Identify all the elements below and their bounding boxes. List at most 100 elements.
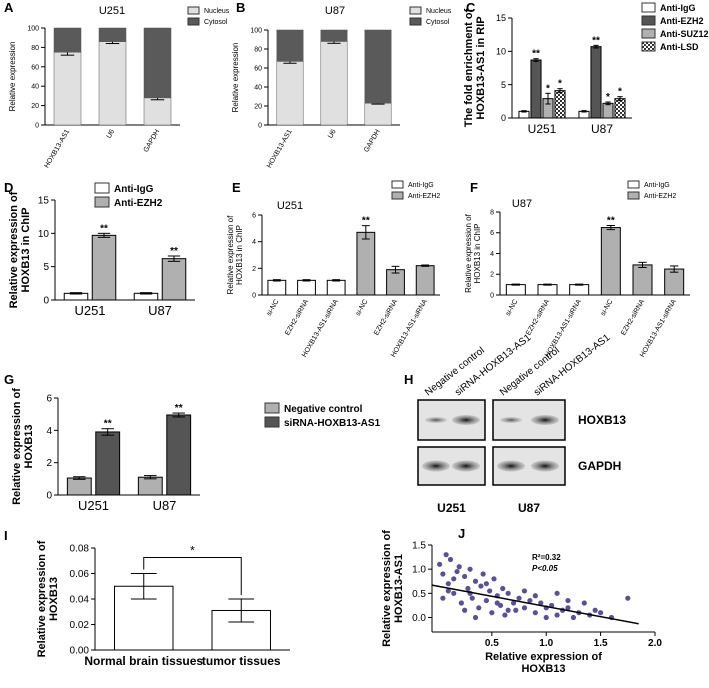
scatter-point [625, 595, 631, 601]
y-tick-label: 5 [501, 80, 506, 90]
x-tick-label: Normal brain tissues [84, 654, 203, 668]
significance-label: * [558, 79, 562, 90]
error-bar [101, 428, 114, 436]
x-tick-label: U6 [327, 128, 338, 139]
y-axis-label: The fold enrichment of [463, 8, 475, 127]
x-tick-label: HOXB13-AS1-siRNA [639, 298, 678, 358]
annotation: P<0.05 [532, 564, 558, 573]
error-bar [139, 292, 153, 295]
panel-letter: A [4, 0, 14, 15]
scatter-point [451, 576, 457, 582]
y-tick-label: 80 [254, 46, 262, 53]
scatter-point [483, 581, 489, 587]
y-axis-label: HOXB13 in ChIP [235, 225, 244, 285]
legend-swatch [94, 196, 110, 208]
x-tick-label: si-NC [505, 299, 520, 318]
y-axis-label: Relative expression of [36, 540, 48, 657]
y-axis-label: Relative expression of [11, 388, 23, 505]
bar [664, 268, 685, 296]
legend-label: siRNA-HOXB13-AS1 [284, 418, 381, 429]
legend-label: Anti-IgG [114, 184, 154, 195]
y-tick-label: 6 [46, 394, 52, 405]
scatter-point [521, 605, 528, 611]
x-tick-label: si-NC [600, 299, 615, 318]
blot-band [531, 460, 559, 472]
significance-label: * [546, 83, 550, 94]
significance-label: ** [100, 223, 108, 234]
scatter-point [487, 588, 493, 594]
bar-segment [364, 102, 392, 126]
error-bar [167, 255, 181, 262]
x-tick-label: EZH2-siRNA [284, 298, 310, 336]
scatter-point [443, 552, 449, 558]
y-tick-label: 10 [38, 229, 50, 240]
y-tick-label: 40 [31, 84, 39, 91]
x-tick-label: EZH2-siRNA [525, 298, 551, 336]
bar [614, 98, 626, 119]
scatter-point [505, 607, 511, 613]
legend-swatch [264, 402, 280, 414]
y-tick-label: 8 [490, 209, 494, 216]
scatter-point [476, 605, 482, 611]
scatter-point [462, 607, 468, 613]
bar-segment [276, 61, 304, 126]
y-tick-label: 6 [252, 212, 256, 219]
scatter-point [516, 595, 522, 601]
legend-label: Anti-IgG [660, 3, 696, 13]
panel-letter: B [236, 0, 245, 15]
chart-title: U87 [325, 5, 345, 17]
panel-letter: G [4, 372, 14, 387]
bar [590, 46, 602, 119]
x-tick-label: U87 [148, 303, 172, 318]
bar [415, 265, 435, 296]
legend-swatch [641, 28, 656, 39]
error-bar [421, 264, 430, 267]
legend-label: Nucleus [204, 8, 230, 15]
scatter-point [472, 578, 479, 584]
scatter-point [592, 607, 598, 613]
error-bar [391, 265, 400, 274]
y-tick-label: 2 [252, 266, 256, 273]
legend-label: Anti-EZH2 [660, 16, 704, 26]
y-axis-label: Relative expression of [8, 191, 20, 308]
blot-band [452, 460, 480, 472]
scatter-point [521, 588, 528, 594]
y-axis-label: Relative expression [8, 42, 17, 112]
y-tick-label: 0 [258, 122, 262, 129]
legend-label: Cytosol [204, 19, 228, 26]
x-tick-label: si-NC [355, 299, 370, 318]
chart-title: U87 [512, 198, 532, 210]
bar [554, 90, 566, 119]
y-tick-label: 0.00 [70, 646, 90, 657]
legend-swatch [391, 191, 404, 200]
scatter-point [456, 564, 462, 570]
error-bar [638, 261, 647, 269]
y-axis-label: HOXB13 in ChIP [20, 208, 32, 293]
y-tick-label: 15 [496, 13, 506, 23]
scatter-point [458, 600, 464, 606]
scatter-point [451, 590, 457, 596]
error-bar [172, 412, 185, 418]
scatter-point [465, 585, 471, 592]
significance-label: ** [592, 35, 600, 46]
scatter-point [532, 593, 538, 599]
legend-swatch [187, 6, 200, 15]
y-tick-label: 2 [46, 458, 52, 469]
y-tick-label: 20 [254, 103, 262, 110]
x-tick-label: U6 [106, 128, 117, 139]
y-axis-label: HOXB13-AS1 [393, 554, 405, 623]
y-tick-label: 40 [254, 84, 262, 91]
significance-label: ** [170, 246, 178, 257]
x-tick-label: 2.0 [648, 638, 662, 649]
scatter-point [532, 610, 538, 616]
bar [267, 279, 287, 296]
scatter-point [494, 600, 500, 606]
y-tick-label: 0 [43, 296, 49, 307]
legend-swatch [627, 180, 640, 189]
y-axis-label: HOXB13 [23, 424, 35, 468]
scatter-point [480, 571, 486, 577]
y-tick-label: 60 [31, 64, 39, 71]
x-tick-label: tumor tissues [202, 654, 281, 668]
x-tick-label: HOXB13-AS1 [44, 128, 72, 169]
comparison-bracket [143, 557, 242, 595]
